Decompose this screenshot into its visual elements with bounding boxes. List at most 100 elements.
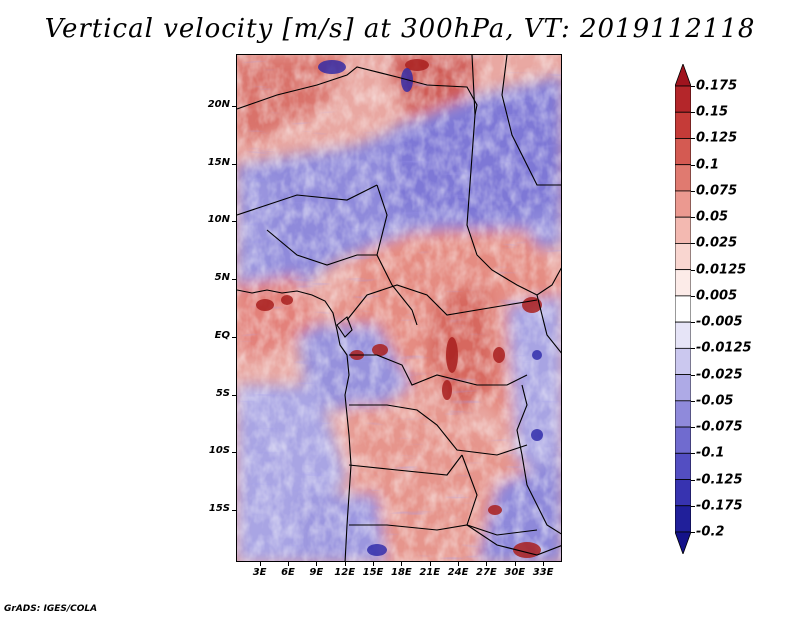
lon-tick [259, 562, 261, 566]
colorbar-segment [675, 347, 691, 375]
colorbar-segment [675, 374, 691, 402]
border-mali-niger [237, 184, 378, 216]
lon-tick-label: 9E [309, 567, 324, 578]
colorbar-segment [675, 426, 691, 454]
lat-tick [232, 394, 236, 396]
lat-tick [232, 221, 236, 223]
colorbar-segment [675, 452, 691, 480]
lat-tick [232, 336, 236, 338]
colorbar-tick [691, 479, 695, 481]
colorbar-segment [675, 243, 691, 271]
colorbar-segment [675, 400, 691, 428]
lon-tick [543, 562, 545, 566]
colorbar-tick-label: 0.125 [696, 130, 738, 146]
colorbar-tick-label: 0.1 [696, 157, 720, 173]
rift-lakes [516, 384, 561, 535]
colorbar-tick-label: 0.025 [696, 235, 738, 251]
lon-tick [429, 562, 431, 566]
colorbar-tick-label: 0.175 [696, 78, 738, 94]
border-congo [349, 354, 528, 386]
colorbar-tick-label: -0.125 [696, 472, 743, 488]
colorbar-segment [675, 505, 691, 533]
colorbar-tick [691, 269, 695, 271]
lat-tick-label: 10N [207, 214, 230, 226]
colorbar-segment [675, 321, 691, 349]
lon-tick-label: 33E [532, 567, 554, 578]
border-drc-south [349, 404, 528, 456]
border-libya-sudan [466, 55, 561, 296]
colorbar-tick-label: 0.0125 [696, 262, 747, 278]
lon-tick-label: 18E [390, 567, 412, 578]
lat-tick [232, 105, 236, 107]
colorbar-tick [691, 453, 695, 455]
colorbar-tick [691, 322, 695, 324]
colorbar-tick-label: 0.15 [696, 104, 729, 120]
field-streaks [237, 55, 561, 561]
colorbar-segment [675, 216, 691, 244]
lon-tick [458, 562, 460, 566]
colorbar-tick [691, 243, 695, 245]
border-car [346, 284, 538, 321]
border-east [536, 294, 561, 354]
colorbar-tick [691, 427, 695, 429]
colorbar-tick-label: -0.05 [696, 393, 734, 409]
lat-tick-label: 10S [208, 445, 230, 457]
colorbar-segment [675, 479, 691, 507]
colorbar-segment [675, 85, 691, 113]
colorbar-tick [691, 190, 695, 192]
lat-tick [232, 279, 236, 281]
coastlines-borders [237, 55, 561, 561]
colorbar-tick-label: 0.075 [696, 183, 738, 199]
colorbar-tick [691, 505, 695, 507]
vertical-velocity-map [237, 55, 561, 561]
border-chad-niger [376, 184, 418, 326]
colorbar-tick [691, 532, 695, 533]
lon-tick [373, 562, 374, 566]
colorbar-tick [691, 400, 695, 402]
colorbar-tick-label: -0.025 [696, 367, 743, 383]
lon-tick-label: 27E [476, 567, 497, 578]
colorbar-tick [691, 348, 695, 350]
colorbar-tick-label: -0.0125 [696, 340, 752, 356]
lat-tick-label: 15S [208, 503, 230, 515]
lon-tick-label: 24E [447, 567, 469, 578]
lon-tick [514, 562, 516, 566]
lon-tick [486, 562, 488, 566]
colorbar-bottom-arrow [675, 531, 691, 554]
colorbar-tick [691, 217, 695, 219]
map-panel [236, 54, 562, 562]
border-southern [349, 524, 538, 536]
colorbar-tick-label: -0.075 [696, 419, 743, 435]
lon-tick [344, 562, 346, 566]
colorbar-tick-label: -0.175 [696, 498, 743, 514]
lat-tick-label: 5S [215, 387, 230, 399]
lon-tick [287, 562, 289, 566]
colorbar-tick-label: -0.005 [696, 314, 743, 330]
colorbar-tick [691, 295, 695, 297]
colorbar-segment [675, 111, 691, 139]
lat-tick-label: 5N [214, 272, 230, 284]
lat-tick [232, 163, 236, 165]
lon-tick-label: 21E [419, 567, 441, 578]
lon-tick-label: 30E [504, 567, 526, 578]
island-bioko [336, 316, 353, 338]
colorbar-segment [675, 269, 691, 297]
border-zambia [461, 454, 561, 556]
border-angola [348, 454, 463, 476]
colorbar-segment [675, 295, 691, 323]
lat-tick-label: EQ [214, 329, 230, 341]
colorbar [675, 64, 691, 554]
northern-border [237, 66, 478, 116]
colorbar-tick [691, 112, 695, 114]
lon-tick-label: 15E [362, 567, 384, 578]
colorbar-tick [691, 374, 695, 376]
lat-tick [232, 510, 236, 512]
strong-ascent-cores [256, 59, 542, 558]
lat-tick-label: 15N [207, 156, 230, 168]
colorbar-tick-label: 0.005 [696, 288, 738, 304]
colorbar-segment [675, 138, 691, 166]
colorbar-tick-label: -0.2 [696, 524, 725, 540]
lon-tick [401, 562, 403, 566]
colorbar-segment [675, 164, 691, 192]
lat-tick [232, 452, 236, 454]
